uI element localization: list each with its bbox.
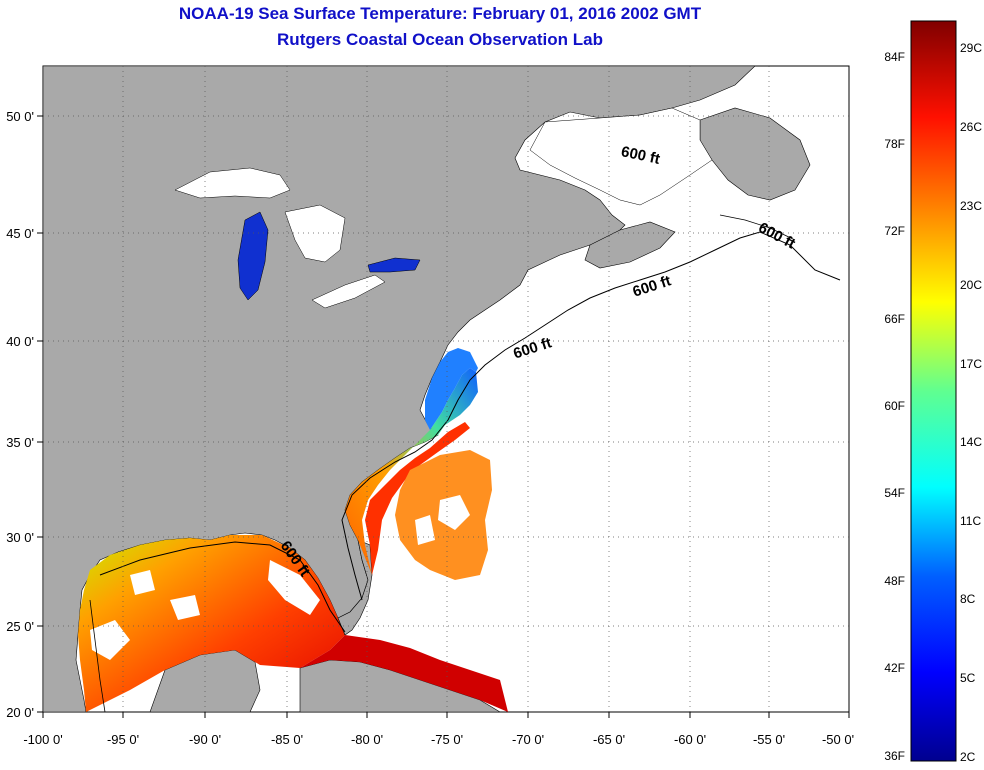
lake-huron [284, 204, 346, 263]
axis-ticks [37, 115, 850, 718]
lat-tick-label: 30 0' [6, 530, 34, 545]
sst-offshore-cloud [415, 515, 435, 545]
colorbar-c-label: 23C [960, 199, 982, 213]
colorbar-f-label: 60F [884, 399, 905, 413]
land-nova-scotia [584, 221, 676, 269]
colorbar-f-label: 54F [884, 486, 905, 500]
colorbar-c-label: 11C [960, 514, 981, 528]
lat-tick-label: 35 0' [6, 435, 34, 450]
map-subtitle: Rutgers Coastal Ocean Observation Lab [277, 30, 603, 49]
isobath-600ft [99, 231, 841, 633]
sst-mid-atlantic [425, 348, 478, 430]
lon-tick-label: -80 0' [351, 732, 383, 747]
colorbar-c-label: 17C [960, 357, 982, 371]
lon-tick-label: -65 0' [593, 732, 625, 747]
isobath-600ft-gom [89, 599, 106, 712]
gulf-cloud-patch [170, 595, 200, 620]
colorbar-c-label: 29C [960, 41, 982, 55]
colorbar-f-label: 48F [884, 574, 905, 588]
lon-tick-label: -100 0' [23, 732, 62, 747]
gulf-cloud-patch [268, 560, 320, 615]
colorbar-f-label: 78F [884, 137, 905, 151]
lake-erie [311, 274, 386, 309]
colorbar-f-label: 84F [884, 50, 905, 64]
lat-tick-label: 25 0' [6, 619, 34, 634]
lat-tick-label: 20 0' [6, 705, 34, 720]
lake-michigan [237, 211, 269, 301]
lon-tick-label: -55 0' [753, 732, 785, 747]
lon-tick-label: -85 0' [271, 732, 303, 747]
isobath-600ft-north [719, 214, 796, 241]
colorbar-c-label: 8C [960, 592, 976, 606]
lat-tick-label: 40 0' [6, 334, 34, 349]
gulf-cloud-patch [130, 570, 155, 595]
lake-ontario [367, 257, 421, 273]
lon-tick-label: -70 0' [512, 732, 544, 747]
sst-gulf-stream [345, 368, 478, 575]
colorbar-f-label: 42F [884, 661, 905, 675]
colorbar-c-label: 26C [960, 120, 982, 134]
gulf-st-lawrence [529, 107, 713, 206]
lat-tick-label: 50 0' [6, 109, 34, 124]
sst-caribbean [300, 635, 508, 712]
colorbar-f-label: 72F [884, 224, 905, 238]
sst-gulf-stream-core [365, 422, 470, 575]
lon-tick-label: -50 0' [822, 732, 854, 747]
lon-tick-label: -90 0' [189, 732, 221, 747]
sst-offshore-cloud [438, 495, 470, 530]
colorbar [910, 20, 957, 762]
lon-tick-label: -60 0' [674, 732, 706, 747]
map-title: NOAA-19 Sea Surface Temperature: Februar… [178, 4, 702, 23]
colorbar-f-label: 66F [884, 312, 905, 326]
colorbar-f-label: 36F [884, 749, 905, 763]
colorbar-c-label: 5C [960, 671, 976, 685]
colorbar-c-label: 20C [960, 278, 982, 292]
lon-tick-label: -75 0' [431, 732, 463, 747]
lon-tick-label: -95 0' [107, 732, 139, 747]
lat-tick-label: 45 0' [6, 226, 34, 241]
colorbar-c-label: 2C [960, 750, 976, 764]
lake-superior [174, 167, 291, 199]
gulf-cloud-patch [90, 620, 130, 660]
colorbar-c-label: 14C [960, 435, 982, 449]
